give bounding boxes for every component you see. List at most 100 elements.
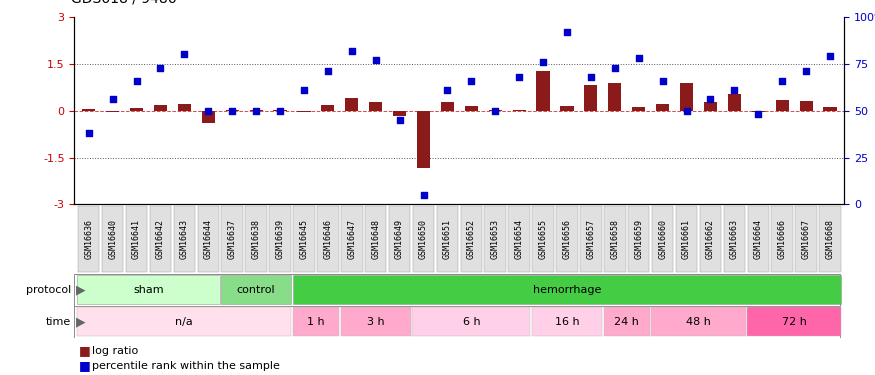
Text: GSM16660: GSM16660 bbox=[658, 219, 667, 259]
Bar bbox=[437, 206, 458, 272]
Point bbox=[680, 108, 694, 114]
Bar bbox=[724, 206, 746, 272]
Text: ■: ■ bbox=[79, 359, 90, 372]
Bar bbox=[800, 100, 813, 111]
Text: GSM16658: GSM16658 bbox=[610, 219, 620, 259]
Text: GSM16663: GSM16663 bbox=[730, 219, 738, 259]
Bar bbox=[485, 206, 506, 272]
Point bbox=[512, 74, 526, 80]
Bar bbox=[752, 111, 765, 112]
Bar bbox=[772, 206, 793, 272]
Bar bbox=[126, 206, 147, 272]
Point bbox=[130, 78, 144, 84]
Bar bbox=[226, 110, 239, 111]
Text: 48 h: 48 h bbox=[686, 316, 711, 327]
Bar bbox=[416, 111, 430, 168]
Text: hemorrhage: hemorrhage bbox=[533, 285, 601, 295]
Point bbox=[416, 192, 430, 198]
Bar bbox=[508, 206, 530, 272]
Point bbox=[727, 87, 741, 93]
Bar bbox=[173, 206, 195, 272]
Text: GSM16666: GSM16666 bbox=[778, 219, 787, 259]
Bar bbox=[532, 206, 554, 272]
Text: GSM16640: GSM16640 bbox=[108, 219, 117, 259]
Text: GSM16667: GSM16667 bbox=[802, 219, 810, 259]
Bar bbox=[202, 111, 215, 123]
Bar bbox=[270, 206, 290, 272]
Text: GSM16637: GSM16637 bbox=[228, 219, 237, 259]
Bar bbox=[747, 206, 769, 272]
Text: GSM16648: GSM16648 bbox=[371, 219, 380, 259]
Bar bbox=[106, 111, 119, 112]
Point bbox=[393, 117, 407, 123]
Bar bbox=[513, 110, 526, 111]
Point bbox=[153, 64, 167, 70]
Bar bbox=[346, 98, 359, 111]
Bar bbox=[388, 206, 410, 272]
Bar bbox=[488, 110, 502, 111]
Point bbox=[106, 96, 120, 102]
Text: GSM16657: GSM16657 bbox=[586, 219, 595, 259]
Point bbox=[345, 48, 359, 54]
Text: GSM16655: GSM16655 bbox=[539, 219, 548, 259]
Text: GSM16653: GSM16653 bbox=[491, 219, 500, 259]
Point bbox=[775, 78, 789, 84]
Point bbox=[225, 108, 239, 114]
Bar bbox=[78, 206, 100, 272]
Bar bbox=[608, 83, 621, 111]
Text: protocol: protocol bbox=[25, 285, 71, 295]
Bar bbox=[293, 275, 841, 304]
Text: GSM16647: GSM16647 bbox=[347, 219, 356, 259]
Text: GDS618 / 9486: GDS618 / 9486 bbox=[71, 0, 176, 6]
Point bbox=[704, 96, 717, 102]
Bar bbox=[78, 275, 220, 304]
Text: GSM16639: GSM16639 bbox=[276, 219, 284, 259]
Text: ▶: ▶ bbox=[76, 283, 86, 296]
Point bbox=[584, 74, 598, 80]
Point bbox=[81, 130, 95, 136]
Bar bbox=[221, 275, 291, 304]
Bar bbox=[298, 111, 311, 112]
Text: 24 h: 24 h bbox=[614, 316, 640, 327]
Text: GSM16645: GSM16645 bbox=[299, 219, 309, 259]
Bar bbox=[604, 307, 650, 336]
Bar bbox=[154, 105, 167, 111]
Bar bbox=[130, 108, 144, 111]
Text: 1 h: 1 h bbox=[307, 316, 325, 327]
Bar bbox=[412, 307, 530, 336]
Text: GSM16664: GSM16664 bbox=[753, 219, 763, 259]
Bar bbox=[556, 206, 578, 272]
Bar bbox=[293, 206, 315, 272]
Bar bbox=[584, 85, 598, 111]
Bar bbox=[102, 206, 123, 272]
Point bbox=[752, 111, 766, 117]
Text: GSM16651: GSM16651 bbox=[443, 219, 452, 259]
Bar bbox=[293, 307, 340, 336]
Point bbox=[799, 68, 813, 74]
Point bbox=[249, 108, 263, 114]
Text: ▶: ▶ bbox=[76, 315, 86, 328]
Bar bbox=[150, 206, 172, 272]
Text: GSM16638: GSM16638 bbox=[252, 219, 261, 259]
Bar bbox=[819, 206, 841, 272]
Bar bbox=[628, 206, 649, 272]
Bar bbox=[82, 110, 95, 111]
Point bbox=[632, 55, 646, 61]
Bar bbox=[676, 206, 697, 272]
Point bbox=[488, 108, 502, 114]
Bar bbox=[747, 307, 841, 336]
Bar bbox=[321, 105, 334, 111]
Text: GSM16668: GSM16668 bbox=[825, 219, 835, 259]
Bar bbox=[341, 206, 362, 272]
Bar bbox=[274, 110, 287, 111]
Point bbox=[368, 57, 382, 63]
Text: log ratio: log ratio bbox=[92, 346, 138, 355]
Bar bbox=[823, 107, 836, 111]
Bar bbox=[178, 104, 191, 111]
Text: GSM16662: GSM16662 bbox=[706, 219, 715, 259]
Bar bbox=[656, 104, 669, 111]
Bar bbox=[198, 206, 219, 272]
Bar bbox=[560, 106, 573, 111]
Text: GSM16641: GSM16641 bbox=[132, 219, 141, 259]
Text: control: control bbox=[237, 285, 276, 295]
